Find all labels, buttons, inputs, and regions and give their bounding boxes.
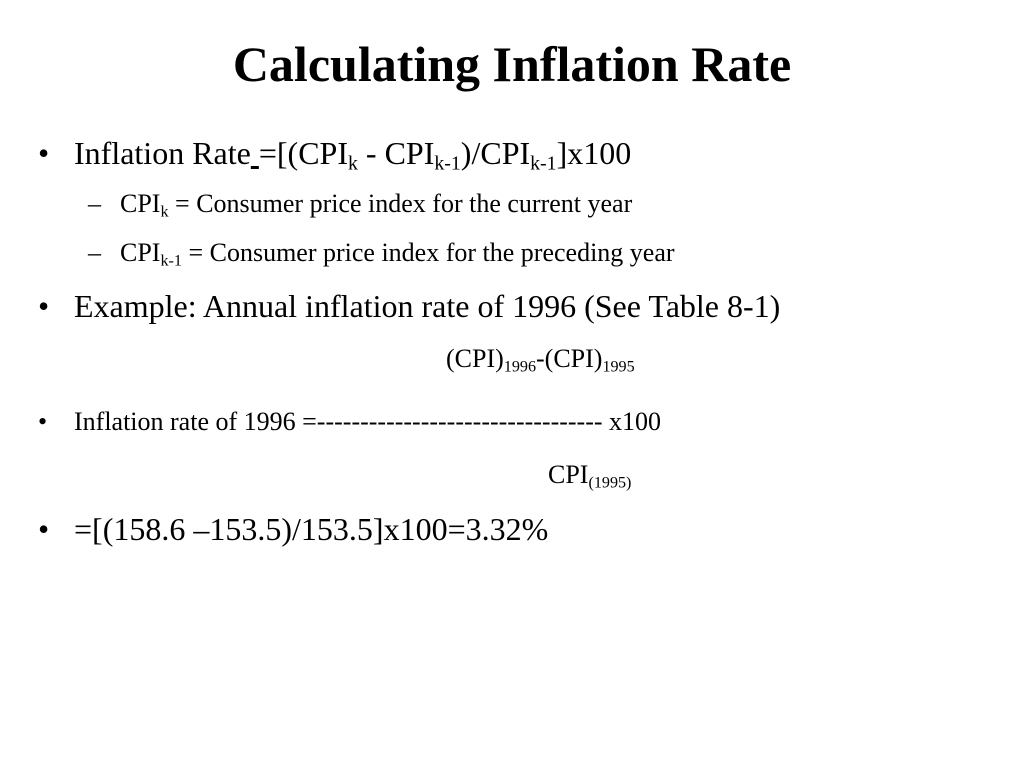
cpi-k-label: CPI (120, 189, 161, 218)
numerator-sub-1996: 1996 (503, 358, 536, 376)
dash-icon: – (88, 189, 101, 218)
formula-space (251, 135, 259, 171)
bullet-icon: • (38, 511, 50, 547)
cpi-k-sub: k (160, 203, 169, 221)
bullet-icon: • (38, 135, 50, 171)
cpi-k-1-text: = Consumer price index for the preceding… (181, 238, 675, 267)
formula-part-3: )/CPI (460, 135, 531, 171)
cpi-k-definition: CPIk = Consumer price index for the curr… (120, 188, 632, 220)
formula-sub-k-1-b: k-1 (530, 152, 557, 175)
dash-icon: – (88, 238, 101, 267)
cpi-k-1-label: CPI (120, 238, 161, 267)
slide-title: Calculating Inflation Rate (232, 36, 792, 92)
numerator-cpi-1996: (CPI) (446, 344, 504, 373)
numerator-sub-1995: 1995 (602, 358, 635, 376)
calculation-result: =[(158.6 –153.5)/153.5]x100=3.32% (74, 511, 549, 547)
bullet-icon: • (38, 407, 48, 436)
cpi-k-1-definition: CPIk-1 = Consumer price index for the pr… (120, 237, 675, 269)
denominator-sub-1995: (1995) (588, 474, 632, 492)
example-heading: Example: Annual inflation rate of 1996 (… (74, 288, 781, 324)
formula-part-2: - CPI (357, 135, 435, 171)
fraction-numerator: (CPI)1996-(CPI)1995 (446, 343, 635, 375)
formula-part-1: =[(CPI (258, 135, 348, 171)
bullet-icon: • (38, 288, 50, 324)
fraction-denominator: CPI(1995) (548, 459, 631, 491)
inflation-1996-equation: Inflation rate of 1996 =----------------… (74, 407, 662, 436)
cpi-k-1-sub: k-1 (160, 252, 182, 270)
numerator-cpi-1995: -(CPI) (536, 344, 603, 373)
formula-sub-k-1-a: k-1 (434, 152, 461, 175)
inflation-rate-formula: Inflation Rate =[(CPIk - CPIk-1)/CPIk-1]… (74, 134, 632, 175)
formula-label: Inflation Rate (74, 135, 251, 171)
denominator-cpi: CPI (548, 460, 589, 489)
formula-sub-k: k (347, 152, 358, 175)
cpi-k-text: = Consumer price index for the current y… (168, 189, 633, 218)
formula-part-4: ]x100 (556, 135, 632, 171)
